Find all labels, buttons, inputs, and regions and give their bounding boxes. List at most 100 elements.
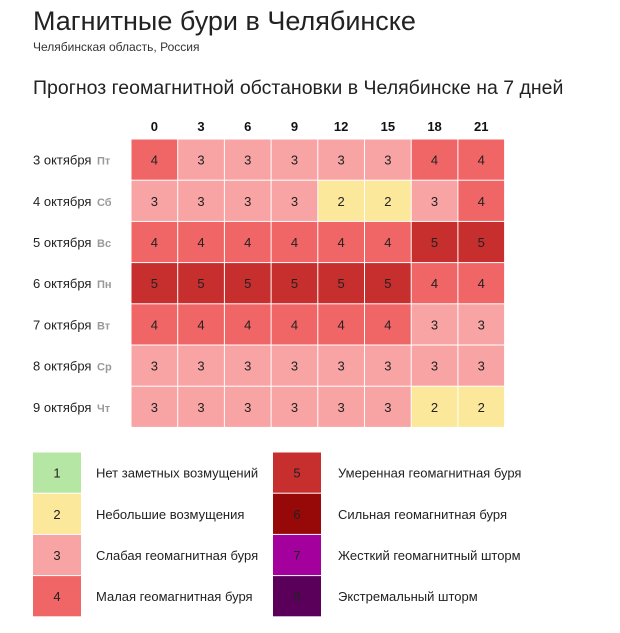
heatmap-cell bbox=[365, 345, 411, 386]
heatmap-cell bbox=[131, 345, 178, 386]
heatmap-cell bbox=[365, 304, 411, 345]
legend-value: 7 bbox=[293, 548, 300, 563]
heatmap-cell bbox=[365, 139, 411, 180]
legend-label: Умеренная геомагнитная буря bbox=[338, 466, 521, 481]
heatmap-cell bbox=[411, 221, 458, 263]
heatmap-cell bbox=[318, 221, 364, 263]
cell-value: 4 bbox=[431, 276, 438, 291]
heatmap-cell bbox=[271, 345, 318, 386]
cell-value: 4 bbox=[478, 153, 485, 168]
heatmap-cell bbox=[178, 263, 224, 304]
heatmap-cell bbox=[224, 345, 271, 386]
heatmap-cell bbox=[365, 263, 411, 304]
date-label: 9 октября bbox=[33, 400, 91, 415]
heatmap-cell bbox=[131, 263, 178, 304]
cell-value: 4 bbox=[151, 317, 158, 332]
heatmap-cell bbox=[411, 386, 458, 427]
heatmap-cell bbox=[318, 386, 364, 427]
heatmap-cell bbox=[271, 386, 318, 427]
legend-label: Небольшие возмущения bbox=[96, 507, 244, 522]
weekday-label: Вс bbox=[97, 238, 111, 250]
legend-value: 6 bbox=[293, 507, 300, 522]
heatmap-cell bbox=[365, 221, 411, 263]
heatmap-cell bbox=[178, 304, 224, 345]
heatmap-cell bbox=[178, 180, 224, 221]
heatmap-cell bbox=[224, 221, 271, 263]
cell-value: 3 bbox=[338, 153, 345, 168]
heatmap-cell bbox=[224, 386, 271, 427]
cell-value: 5 bbox=[291, 276, 298, 291]
legend-swatch bbox=[273, 452, 321, 493]
heatmap-cell bbox=[365, 180, 411, 221]
weekday-label: Ср bbox=[97, 362, 112, 374]
heatmap-cell bbox=[458, 304, 505, 345]
heatmap-cell bbox=[458, 221, 505, 263]
cell-value: 4 bbox=[291, 317, 298, 332]
legend-label: Слабая геомагнитная буря bbox=[96, 548, 258, 563]
cell-value: 4 bbox=[338, 235, 345, 250]
cell-value: 4 bbox=[431, 153, 438, 168]
heatmap-cell bbox=[271, 263, 318, 304]
hour-label: 15 bbox=[381, 119, 395, 134]
cell-value: 3 bbox=[291, 400, 298, 415]
heatmap-cell bbox=[411, 263, 458, 304]
legend-swatch bbox=[273, 534, 321, 576]
heatmap-cell bbox=[318, 345, 364, 386]
cell-value: 4 bbox=[338, 317, 345, 332]
cell-value: 2 bbox=[431, 400, 438, 415]
date-label: 8 октября bbox=[33, 359, 91, 374]
cell-value: 3 bbox=[384, 400, 391, 415]
legend-label: Экстремальный шторм bbox=[338, 589, 478, 604]
cell-value: 4 bbox=[478, 194, 485, 209]
cell-value: 3 bbox=[244, 153, 251, 168]
cell-value: 4 bbox=[244, 235, 251, 250]
cell-value: 5 bbox=[244, 276, 251, 291]
heatmap-cell bbox=[131, 386, 178, 427]
legend-value: 1 bbox=[53, 466, 60, 481]
weekday-label: Вт bbox=[97, 320, 111, 332]
cell-value: 2 bbox=[384, 194, 391, 209]
heatmap-cell bbox=[131, 139, 178, 180]
legend-label: Нет заметных возмущений bbox=[96, 466, 258, 481]
cell-value: 5 bbox=[431, 235, 438, 250]
legend-swatch bbox=[273, 576, 321, 617]
weekday-label: Пн bbox=[97, 279, 112, 291]
cell-value: 3 bbox=[291, 194, 298, 209]
heatmap-cell bbox=[271, 180, 318, 221]
heatmap-cell bbox=[178, 386, 224, 427]
cell-value: 4 bbox=[244, 317, 251, 332]
heatmap-cell bbox=[271, 221, 318, 263]
legend-swatch bbox=[33, 534, 81, 576]
legend-label: Жесткий геомагнитный шторм bbox=[338, 548, 521, 563]
heatmap-cell bbox=[224, 263, 271, 304]
cell-value: 3 bbox=[338, 359, 345, 374]
cell-value: 5 bbox=[338, 276, 345, 291]
cell-value: 5 bbox=[197, 276, 204, 291]
cell-value: 3 bbox=[151, 400, 158, 415]
heatmap-cell bbox=[318, 180, 364, 221]
weekday-label: Чт bbox=[97, 403, 111, 415]
heatmap-cell bbox=[131, 221, 178, 263]
hour-label: 0 bbox=[151, 119, 158, 134]
cell-value: 3 bbox=[431, 359, 438, 374]
cell-value: 5 bbox=[478, 235, 485, 250]
legend-value: 8 bbox=[293, 589, 300, 604]
hour-label: 6 bbox=[244, 119, 251, 134]
legend-swatch bbox=[33, 576, 81, 617]
cell-value: 4 bbox=[384, 235, 391, 250]
heatmap-cell bbox=[178, 221, 224, 263]
heatmap-cell bbox=[458, 345, 505, 386]
date-label: 7 октября bbox=[33, 317, 91, 332]
heatmap-cell bbox=[131, 180, 178, 221]
cell-value: 3 bbox=[291, 153, 298, 168]
heatmap-cell bbox=[458, 386, 505, 427]
date-label: 5 октября bbox=[33, 235, 91, 250]
cell-value: 5 bbox=[384, 276, 391, 291]
cell-value: 3 bbox=[478, 359, 485, 374]
cell-value: 3 bbox=[197, 194, 204, 209]
cell-value: 3 bbox=[151, 194, 158, 209]
heatmap-cell bbox=[178, 139, 224, 180]
cell-value: 2 bbox=[478, 400, 485, 415]
hour-label: 21 bbox=[474, 119, 488, 134]
